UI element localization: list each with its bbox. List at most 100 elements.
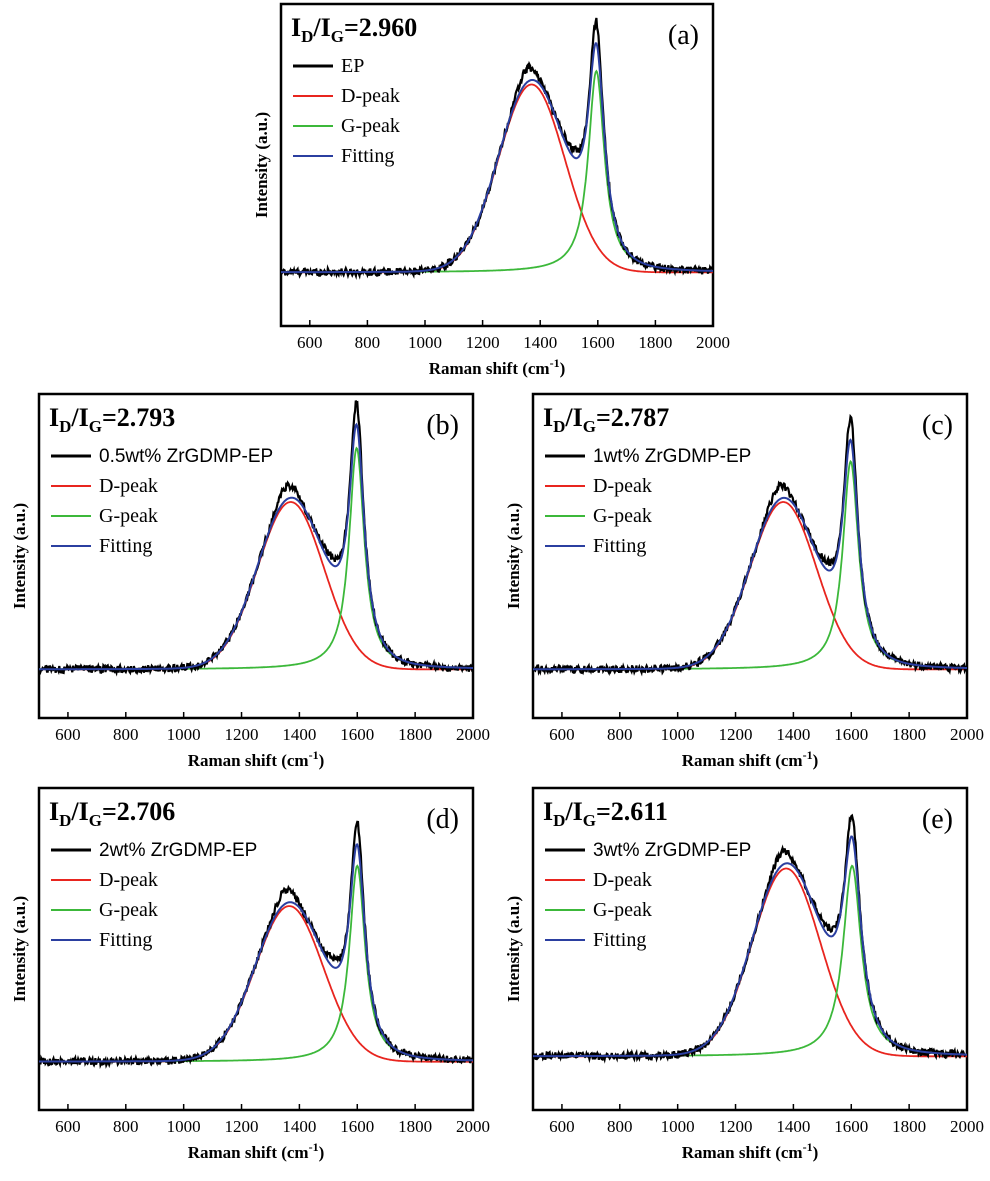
x-tick-label: 1800 <box>892 1117 926 1136</box>
series-fitting <box>533 835 967 1058</box>
x-axis-title-sup: -1 <box>803 1140 813 1154</box>
x-tick-label: 1400 <box>282 1117 316 1136</box>
ratio-i: I <box>543 797 553 826</box>
ratio-value: =2.706 <box>102 797 175 826</box>
x-tick-label: 600 <box>55 725 81 744</box>
x-tick-label: 1200 <box>225 725 259 744</box>
plot-frame <box>531 786 969 1112</box>
x-axis-title-sup: -1 <box>309 748 319 762</box>
ratio-sub-g: G <box>583 417 596 436</box>
x-tick-label: 600 <box>297 333 323 352</box>
panel-b: 600 800 1000 1200 1400 1600 1800 2000 Raman shif… <box>10 392 490 770</box>
y-axis-title: Intensity (a.u.) <box>10 896 29 1002</box>
series-fitting <box>533 438 967 671</box>
ratio-sub-d: D <box>553 811 565 830</box>
legend-label: D-peak <box>593 869 652 891</box>
y-axis-title: Intensity (a.u.) <box>504 503 523 609</box>
ratio-slash: /I <box>70 797 88 826</box>
ratio-slash: /I <box>564 797 582 826</box>
x-axis-title-main: Raman shift (cm <box>188 1143 309 1162</box>
legend-label: G-peak <box>593 899 652 921</box>
panel-c: 600 800 1000 1200 1400 1600 1800 2000 Raman shif… <box>504 392 984 770</box>
x-tick-label: 800 <box>607 1117 633 1136</box>
legend-label: 2wt% ZrGDMP-EP <box>99 840 257 861</box>
x-tick-label: 2000 <box>696 333 730 352</box>
series-d-peak <box>533 501 967 671</box>
plot-frame <box>279 2 715 328</box>
x-axis-title-end: ) <box>319 1143 325 1162</box>
ratio-sub-d: D <box>59 417 71 436</box>
x-tick-label: 1600 <box>340 1117 374 1136</box>
y-axis-title: Intensity (a.u.) <box>10 503 29 609</box>
ratio-slash: /I <box>312 13 330 42</box>
x-axis-title-end: ) <box>813 751 819 770</box>
x-axis-title: Raman shift (cm-1) <box>188 748 325 770</box>
series-d-peak <box>39 501 473 671</box>
ratio-value: =2.793 <box>102 403 175 432</box>
x-axis-title-sup: -1 <box>309 1140 319 1154</box>
ratio-label: ID/IG=2.787 <box>543 403 669 436</box>
x-axis-title: Raman shift (cm-1) <box>429 356 566 378</box>
ratio-sub-g: G <box>89 811 102 830</box>
panel-tag: (e) <box>922 804 953 835</box>
x-axis-title-end: ) <box>813 1143 819 1162</box>
ratio-i: I <box>291 13 301 42</box>
panel-d: 600 800 1000 1200 1400 1600 1800 2000 Raman shif… <box>10 786 490 1162</box>
legend-label: D-peak <box>593 475 652 497</box>
x-axis-title-sup: -1 <box>550 356 560 370</box>
ratio-sub-d: D <box>301 27 313 46</box>
x-axis-title-main: Raman shift (cm <box>429 359 550 378</box>
panel-e: 600 800 1000 1200 1400 1600 1800 2000 Raman shif… <box>504 786 984 1162</box>
ratio-label: ID/IG=2.960 <box>291 13 417 46</box>
legend-label: D-peak <box>99 869 158 891</box>
y-axis-title: Intensity (a.u.) <box>504 896 523 1002</box>
x-tick-label: 1000 <box>661 725 695 744</box>
x-tick-label: 800 <box>355 333 381 352</box>
ratio-sub-d: D <box>59 811 71 830</box>
series-d-peak <box>533 867 967 1058</box>
ratio-sub-d: D <box>553 417 565 436</box>
ratio-slash: /I <box>564 403 582 432</box>
x-tick-label: 1000 <box>167 725 201 744</box>
legend-label: D-peak <box>341 85 400 107</box>
ratio-sub-g: G <box>583 811 596 830</box>
series-g-peak <box>533 864 967 1057</box>
ratio-label: ID/IG=2.706 <box>49 797 175 830</box>
x-tick-label: 1400 <box>776 1117 810 1136</box>
x-tick-label: 2000 <box>456 725 490 744</box>
ratio-value: =2.611 <box>596 797 668 826</box>
legend-label: G-peak <box>593 505 652 527</box>
x-tick-label: 800 <box>607 725 633 744</box>
x-tick-label: 600 <box>549 725 575 744</box>
legend-label: G-peak <box>99 899 158 921</box>
ratio-i: I <box>49 797 59 826</box>
plot-frame <box>37 392 475 720</box>
x-tick-label: 1600 <box>340 725 374 744</box>
ratio-i: I <box>49 403 59 432</box>
panel-tag: (b) <box>426 410 459 441</box>
x-tick-label: 1400 <box>282 725 316 744</box>
x-tick-label: 1200 <box>719 1117 753 1136</box>
x-tick-label: 600 <box>549 1117 575 1136</box>
x-axis-title-main: Raman shift (cm <box>682 1143 803 1162</box>
x-axis-title: Raman shift (cm-1) <box>682 1140 819 1162</box>
x-tick-label: 1200 <box>225 1117 259 1136</box>
x-axis-title: Raman shift (cm-1) <box>682 748 819 770</box>
x-axis-title-main: Raman shift (cm <box>682 751 803 770</box>
series-d-peak <box>281 83 713 274</box>
ratio-label: ID/IG=2.793 <box>49 403 175 436</box>
x-tick-label: 1000 <box>408 333 442 352</box>
x-tick-label: 1800 <box>892 725 926 744</box>
legend-label: G-peak <box>341 115 400 137</box>
x-tick-label: 1600 <box>834 725 868 744</box>
x-tick-label: 2000 <box>456 1117 490 1136</box>
legend-label: Fitting <box>593 929 646 951</box>
x-axis-title-sup: -1 <box>803 748 813 762</box>
x-tick-label: 800 <box>113 1117 139 1136</box>
x-axis-title-end: ) <box>319 751 325 770</box>
legend-label: 0.5wt% ZrGDMP-EP <box>99 446 273 467</box>
x-tick-label: 600 <box>55 1117 81 1136</box>
ratio-value: =2.960 <box>344 13 417 42</box>
legend-label: Fitting <box>99 535 152 557</box>
x-tick-label: 800 <box>113 725 139 744</box>
